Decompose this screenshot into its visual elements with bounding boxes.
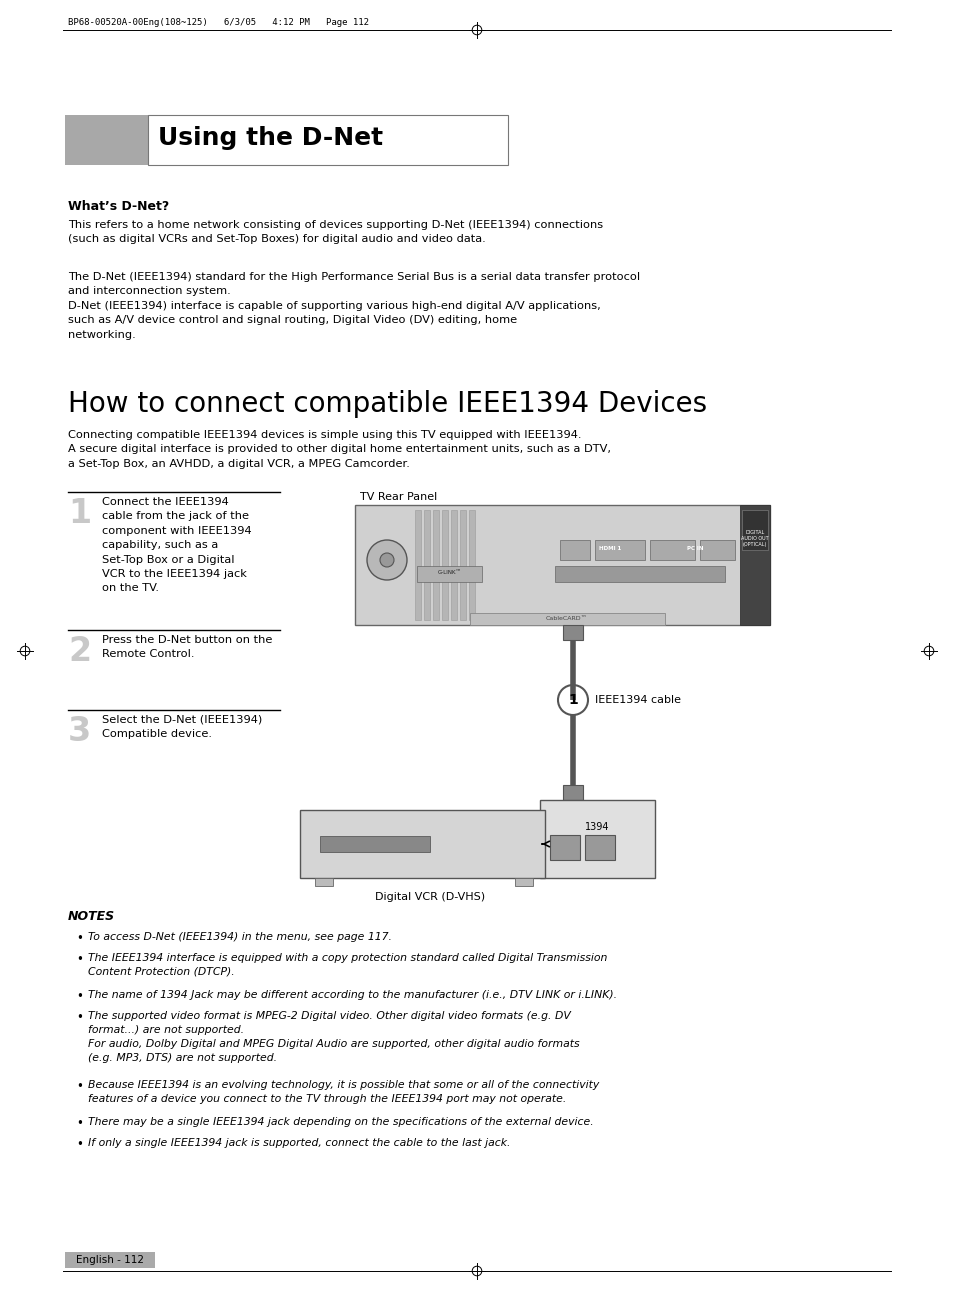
Bar (148, 114, 507, 165)
Text: The IEEE1394 interface is equipped with a copy protection standard called Digita: The IEEE1394 interface is equipped with … (88, 954, 607, 977)
Bar (562, 624, 582, 640)
Text: The D-Net (IEEE1394) standard for the High Performance Serial Bus is a serial da: The D-Net (IEEE1394) standard for the Hi… (68, 272, 639, 340)
Bar (584, 835, 615, 860)
Bar (451, 510, 456, 621)
Bar (433, 510, 438, 621)
Text: HDMI 1: HDMI 1 (598, 545, 620, 550)
Text: G-LINK™: G-LINK™ (437, 571, 461, 575)
Bar (415, 510, 420, 621)
Bar (65, 1252, 154, 1268)
Text: Digital VCR (D-VHS): Digital VCR (D-VHS) (375, 892, 484, 902)
Bar (470, 613, 664, 624)
Text: Press the D-Net button on the
Remote Control.: Press the D-Net button on the Remote Con… (102, 635, 273, 660)
Text: 1394: 1394 (584, 822, 609, 833)
Text: PC IN: PC IN (686, 545, 702, 550)
Text: Connect the IEEE1394
cable from the jack of the
component with IEEE1394
capabili: Connect the IEEE1394 cable from the jack… (102, 497, 252, 593)
Text: •: • (76, 1080, 83, 1093)
Text: The supported video format is MPEG-2 Digital video. Other digital video formats : The supported video format is MPEG-2 Dig… (88, 1011, 579, 1063)
Text: Because IEEE1394 is an evolving technology, it is possible that some or all of t: Because IEEE1394 is an evolving technolo… (88, 1080, 598, 1105)
Text: •: • (76, 954, 83, 967)
Bar (441, 510, 448, 621)
Text: Select the D-Net (IEEE1394)
Compatible device.: Select the D-Net (IEEE1394) Compatible d… (102, 716, 262, 739)
Bar (555, 566, 724, 582)
Bar (319, 837, 430, 852)
Text: If only a single IEEE1394 jack is supported, connect the cable to the last jack.: If only a single IEEE1394 jack is suppor… (88, 1138, 510, 1147)
Bar (550, 835, 579, 860)
Text: BP68-00520A-00Eng(108~125)   6/3/05   4:12 PM   Page 112: BP68-00520A-00Eng(108~125) 6/3/05 4:12 P… (68, 18, 369, 27)
Text: DIGITAL
AUDIO OUT
(OPTICAL): DIGITAL AUDIO OUT (OPTICAL) (740, 530, 768, 546)
Bar (741, 510, 767, 550)
Bar (740, 505, 769, 624)
Text: •: • (76, 1011, 83, 1024)
Bar (355, 505, 769, 624)
Text: Using the D-Net: Using the D-Net (158, 126, 383, 150)
Bar (559, 540, 589, 559)
Text: English - 112: English - 112 (76, 1255, 144, 1265)
Bar (299, 811, 544, 878)
Bar (314, 878, 333, 886)
Text: •: • (76, 1138, 83, 1151)
Text: The name of 1394 Jack may be different according to the manufacturer (i.e., DTV : The name of 1394 Jack may be different a… (88, 990, 617, 1000)
Text: What’s D-Net?: What’s D-Net? (68, 200, 169, 213)
Text: IEEE1394 cable: IEEE1394 cable (595, 695, 680, 705)
Circle shape (367, 540, 407, 580)
Circle shape (379, 553, 394, 567)
Text: •: • (76, 932, 83, 945)
Bar (65, 114, 150, 165)
Text: 3: 3 (68, 716, 91, 748)
Bar (469, 510, 475, 621)
Text: This refers to a home network consisting of devices supporting D-Net (IEEE1394) : This refers to a home network consisting… (68, 220, 602, 245)
Bar (423, 510, 430, 621)
Text: CableCARD™: CableCARD™ (545, 617, 587, 622)
Bar (459, 510, 465, 621)
Bar (539, 800, 655, 878)
Bar (595, 540, 644, 559)
Text: 1: 1 (568, 693, 578, 706)
Circle shape (558, 686, 587, 716)
Text: 2: 2 (68, 635, 91, 667)
Bar (700, 540, 734, 559)
Text: •: • (76, 1118, 83, 1131)
Text: TV Rear Panel: TV Rear Panel (359, 492, 436, 502)
Text: •: • (76, 990, 83, 1003)
Bar (515, 878, 533, 886)
Text: Connecting compatible IEEE1394 devices is simple using this TV equipped with IEE: Connecting compatible IEEE1394 devices i… (68, 431, 610, 468)
Bar (416, 566, 481, 582)
Text: 1: 1 (68, 497, 91, 530)
Bar (562, 785, 582, 800)
Text: How to connect compatible IEEE1394 Devices: How to connect compatible IEEE1394 Devic… (68, 390, 706, 418)
Bar (649, 540, 695, 559)
Text: To access D-Net (IEEE1394) in the menu, see page 117.: To access D-Net (IEEE1394) in the menu, … (88, 932, 392, 942)
Text: There may be a single IEEE1394 jack depending on the specifications of the exter: There may be a single IEEE1394 jack depe… (88, 1118, 593, 1127)
Text: NOTES: NOTES (68, 909, 115, 922)
